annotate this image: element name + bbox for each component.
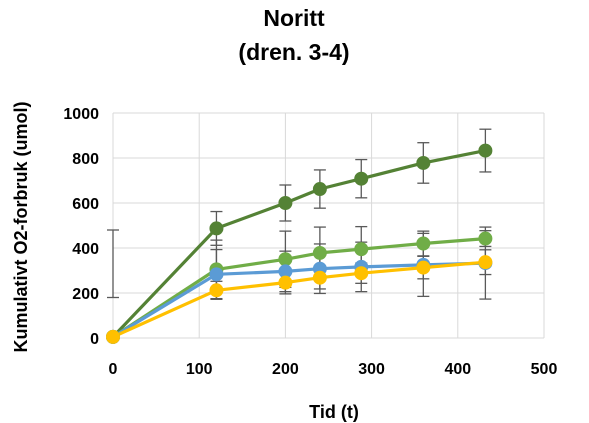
series-line-2 [113,239,485,337]
y-tick-label: 1000 [63,106,99,123]
chart-title-line-1: Noritt [263,5,325,31]
y-tick-label: 200 [72,286,99,303]
x-tick-labels: 0 100 200 300 400 500 [109,361,558,378]
series-1-point [210,222,223,235]
series-2-point [417,237,430,250]
series-2-point [313,246,326,259]
y-tick-label: 800 [72,151,99,168]
series-1-point [355,172,368,185]
series-3-point [210,268,223,281]
y-tick-label: 600 [72,196,99,213]
y-tick-labels: 0 200 400 600 800 1000 [63,106,99,348]
series-4-point [313,271,326,284]
gridlines [113,113,544,338]
x-tick-label: 200 [272,361,299,378]
series-1-point [313,183,326,196]
series-2-point [279,253,292,266]
error-bars [107,129,491,299]
chart-title-line-2: (dren. 3-4) [238,39,349,65]
series-4-point [355,267,368,280]
series-4-point [107,330,120,343]
series-4-point [417,261,430,274]
x-axis-title: Tid (t) [309,402,359,422]
x-tick-label: 500 [531,361,558,378]
y-tick-label: 0 [90,331,99,348]
x-tick-label: 100 [186,361,213,378]
series-4-point [210,284,223,297]
series-2-point [355,243,368,256]
series-1-point [479,144,492,157]
y-tick-label: 400 [72,241,99,258]
x-tick-label: 300 [358,361,385,378]
x-tick-label: 0 [109,361,118,378]
series-4-point [479,256,492,269]
y-axis-title: Kumulativt O2-forbruk (umol) [11,101,31,352]
series-1-point [417,156,430,169]
series-4-point [279,276,292,289]
series-1-point [279,197,292,210]
x-tick-label: 400 [444,361,471,378]
series-2-point [479,232,492,245]
